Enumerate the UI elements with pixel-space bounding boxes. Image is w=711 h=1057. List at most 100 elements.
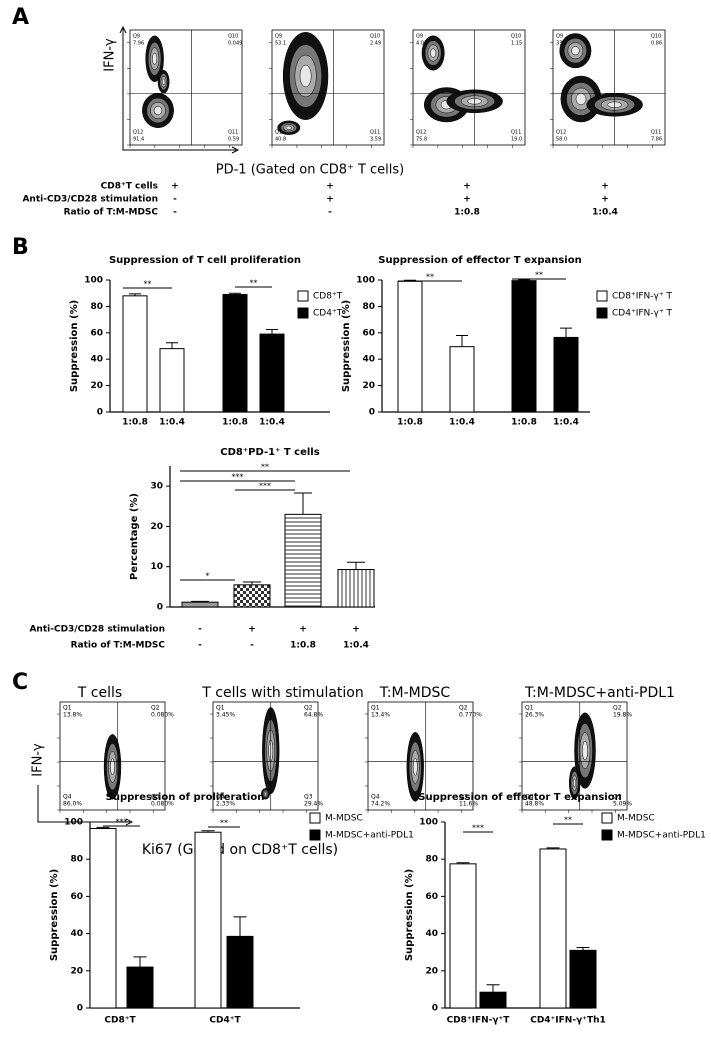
- quadrant-name: Q2: [304, 705, 313, 712]
- quadrant-name: Q9: [275, 34, 282, 40]
- quadrant-value: 19.8%: [613, 712, 632, 719]
- bar: [259, 333, 285, 413]
- contour: [161, 78, 166, 85]
- quadrant-name: Q9: [416, 34, 423, 40]
- quadrant-value: 75.8: [416, 137, 427, 143]
- y-tick-label: 40: [70, 929, 83, 939]
- x-tick-label: CD4⁺T: [209, 1016, 241, 1026]
- y-tick-label: 0: [369, 408, 375, 418]
- error-bar: [201, 830, 215, 833]
- significance-label: ***: [232, 473, 244, 482]
- y-tick-label: 60: [362, 328, 375, 338]
- quadrant-name: Q12: [416, 130, 426, 136]
- quadrant-value: 4.02: [416, 41, 427, 47]
- significance-label: **: [564, 816, 572, 825]
- bar: [194, 831, 222, 1009]
- y-tick-label: 80: [90, 302, 103, 312]
- bar: [553, 336, 579, 413]
- chart-title: Suppression of proliferation: [106, 792, 265, 803]
- error-bar: [243, 581, 261, 585]
- quadrant-name: Q12: [133, 130, 143, 136]
- quadrant-value: 91.4: [133, 137, 144, 143]
- significance-label: ***: [472, 824, 484, 833]
- quadrant-value: 7.86: [651, 137, 662, 143]
- legend-label: M-MDSC: [325, 814, 363, 824]
- flow-plot-title: T:M-MDSC: [379, 685, 451, 701]
- quadrant-name: Q11: [651, 130, 661, 136]
- bar: [397, 280, 423, 413]
- legend-label: M-MDSC+anti-PDL1: [617, 831, 706, 841]
- legend-swatch: [297, 290, 309, 302]
- quadrant-value: 48.8%: [525, 801, 544, 808]
- quadrant-value: 0.049: [228, 41, 242, 47]
- axis-label: IFN-γ: [31, 743, 46, 777]
- bar: [449, 863, 477, 1009]
- contour: [430, 48, 437, 58]
- quadrant-name: Q10: [651, 34, 661, 40]
- chart-title: Suppression of effector T expansion: [418, 792, 621, 803]
- quadrant-name: Q3: [151, 794, 160, 801]
- bar: [569, 949, 597, 1009]
- condition-mark: +: [171, 182, 179, 192]
- x-tick-label: 1:0.4: [553, 418, 579, 428]
- axis-arrow: [37, 785, 130, 823]
- quadrant-value: 2.49: [370, 41, 381, 47]
- bar: [159, 348, 185, 413]
- panel-label: C: [12, 670, 28, 695]
- flow-plot-title: T cells: [77, 685, 122, 701]
- y-axis-label: Suppression (%): [404, 869, 415, 961]
- legend-label: M-MDSC: [617, 814, 655, 824]
- y-tick-label: 60: [70, 892, 83, 902]
- arrow-head: [125, 818, 134, 826]
- quadrant-value: 0.770%: [459, 712, 482, 719]
- quadrant-value: 29.4%: [304, 801, 323, 808]
- condition-mark: +: [463, 195, 471, 205]
- quadrant-name: Q10: [370, 34, 380, 40]
- quadrant-name: Q12: [556, 130, 566, 136]
- quadrant-value: 13.4%: [371, 712, 390, 719]
- quadrant-value: 19.0: [511, 137, 522, 143]
- y-tick-label: 60: [425, 892, 438, 902]
- quadrant-value: 26.3%: [525, 712, 544, 719]
- legend-swatch: [297, 307, 309, 319]
- bar: [284, 513, 322, 608]
- contour: [299, 64, 312, 88]
- condition-label: Anti-CD3/CD28 stimulation: [22, 195, 158, 205]
- condition-mark: +: [299, 625, 307, 635]
- error-bar: [129, 293, 141, 296]
- legend-label: M-MDSC+anti-PDL1: [325, 831, 414, 841]
- quadrant-name: Q4: [371, 794, 380, 801]
- y-tick-label: 100: [356, 276, 375, 286]
- quadrant-name: Q3: [459, 794, 468, 801]
- flow-plot-title: T cells with stimulation: [201, 685, 363, 701]
- condition-mark: +: [326, 195, 334, 205]
- bar: [539, 848, 567, 1009]
- significance-label: ***: [259, 482, 271, 491]
- error-bar: [456, 334, 468, 347]
- legend-swatch: [601, 829, 613, 841]
- x-tick-label: CD8⁺T: [104, 1016, 136, 1026]
- y-tick-label: 100: [64, 818, 83, 828]
- quadrant-name: Q12: [275, 130, 285, 136]
- quadrant-value: 2.33%: [216, 801, 235, 808]
- quadrant-value: 0.080%: [151, 801, 174, 808]
- condition-mark: +: [248, 625, 256, 635]
- quadrant-value: 11.6%: [459, 801, 478, 808]
- condition-mark: -: [173, 195, 177, 205]
- axis-arrow: [122, 28, 236, 151]
- contour: [152, 52, 158, 65]
- significance-label: **: [261, 463, 269, 472]
- significance-label: *: [206, 572, 210, 581]
- quadrant-name: Q10: [511, 34, 521, 40]
- flow-plot-title: T:M-MDSC+anti-PDL1: [524, 685, 675, 701]
- error-bar: [96, 826, 110, 829]
- quadrant-name: Q2: [613, 705, 622, 712]
- quadrant-name: Q11: [511, 130, 521, 136]
- quadrant-name: Q2: [151, 705, 160, 712]
- condition-mark: -: [250, 641, 254, 651]
- y-tick-label: 40: [425, 929, 438, 939]
- quadrant-value: 0.080%: [151, 712, 174, 719]
- y-tick-label: 40: [362, 355, 375, 365]
- y-tick-label: 80: [425, 855, 438, 865]
- significance-label: ***: [116, 818, 128, 827]
